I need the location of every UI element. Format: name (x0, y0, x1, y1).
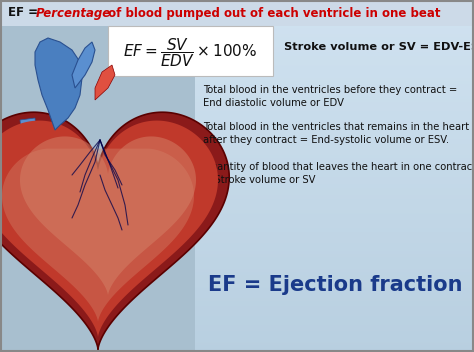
Polygon shape (95, 65, 115, 100)
Text: after they contract = End-systolic volume or ESV.: after they contract = End-systolic volum… (203, 135, 449, 145)
Text: $EF = \dfrac{SV}{EDV} \times 100\%$: $EF = \dfrac{SV}{EDV} \times 100\%$ (123, 37, 258, 69)
Text: Total blood in the ventricles that remains in the heart: Total blood in the ventricles that remai… (203, 122, 469, 132)
Polygon shape (0, 121, 218, 338)
Text: End diastolic volume or EDV: End diastolic volume or EDV (203, 98, 344, 108)
Polygon shape (20, 137, 196, 295)
Text: = Stroke volume or SV: = Stroke volume or SV (203, 175, 316, 185)
Polygon shape (2, 149, 194, 322)
Polygon shape (72, 42, 95, 88)
Text: EF = Ejection fraction: EF = Ejection fraction (208, 275, 462, 295)
Text: Stroke volume or SV = EDV-ESV: Stroke volume or SV = EDV-ESV (284, 42, 474, 52)
Text: of blood pumped out of each ventricle in one beat: of blood pumped out of each ventricle in… (104, 6, 440, 19)
Polygon shape (20, 118, 38, 158)
Text: Total blood in the ventricles before they contract =: Total blood in the ventricles before the… (203, 85, 457, 95)
Polygon shape (35, 38, 82, 130)
Text: Percentage: Percentage (36, 6, 111, 19)
Polygon shape (0, 112, 229, 350)
Text: EF =: EF = (8, 6, 42, 19)
FancyBboxPatch shape (108, 26, 273, 76)
Text: Quantity of blood that leaves the heart in one contraction: Quantity of blood that leaves the heart … (203, 162, 474, 172)
Polygon shape (12, 128, 32, 178)
